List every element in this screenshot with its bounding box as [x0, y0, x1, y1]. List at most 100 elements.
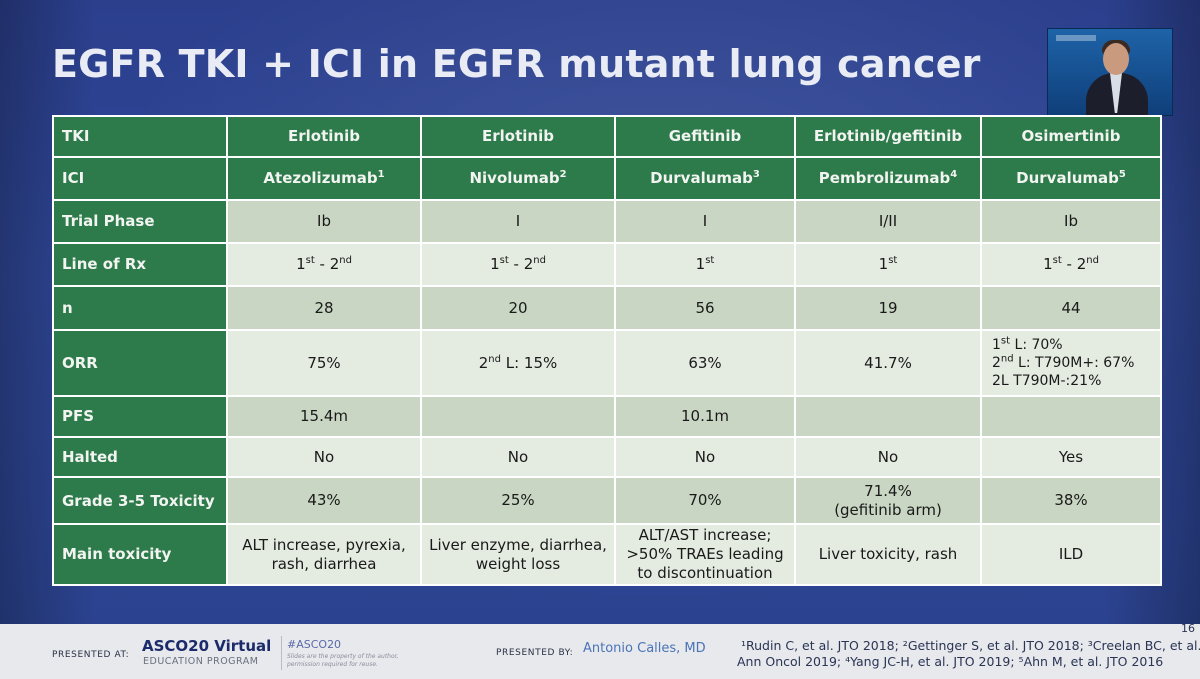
- page-number: 16: [1181, 622, 1195, 635]
- row-pfs: PFS 15.4m 10.1m: [52, 395, 1162, 438]
- orr-line: 2nd L: T790M+: 67%: [992, 353, 1135, 371]
- ici-name: Nivolumab: [469, 169, 560, 187]
- video-logo: [1056, 35, 1096, 41]
- presenter-video-thumbnail: [1047, 28, 1173, 116]
- line-cell: 1st - 2nd: [980, 242, 1162, 287]
- ici-cell: Atezolizumab1: [226, 156, 422, 201]
- ici-ref: 3: [752, 169, 760, 180]
- grade-cell: 25%: [420, 476, 616, 525]
- row-label-ici: ICI: [52, 156, 228, 201]
- row-label-line: Line of Rx: [52, 242, 228, 287]
- presented-by-label: PRESENTED BY:: [496, 648, 574, 658]
- references-line: Ann Oncol 2019; ⁴Yang JC-H, et al. JTO 2…: [737, 654, 1164, 669]
- ici-ref: 1: [377, 169, 385, 180]
- main-tox-cell: ALT increase, pyrexia, rash, diarrhea: [226, 523, 422, 586]
- orr-cell: 75%: [226, 329, 422, 397]
- pfs-cell: [980, 395, 1162, 438]
- pfs-cell: [794, 395, 982, 438]
- phase-cell: I: [420, 199, 616, 244]
- halted-cell: No: [226, 436, 422, 478]
- hashtag: #ASCO20: [287, 638, 342, 651]
- tki-cell: Erlotinib/gefitinib: [794, 115, 982, 158]
- pfs-cell: 10.1m: [614, 395, 796, 438]
- n-cell: 56: [614, 285, 796, 331]
- line-cell: 1st - 2nd: [420, 242, 616, 287]
- grade-cell: 38%: [980, 476, 1162, 525]
- ici-name: Atezolizumab: [263, 169, 378, 187]
- ordinal-suffix: st: [705, 255, 715, 266]
- halted-cell: Yes: [980, 436, 1162, 478]
- ici-cell: Durvalumab3: [614, 156, 796, 201]
- n-cell: 44: [980, 285, 1162, 331]
- ici-cell: Durvalumab5: [980, 156, 1162, 201]
- row-grade: Grade 3-5 Toxicity 43% 25% 70% 71.4% (ge…: [52, 476, 1162, 525]
- presenter-name: Antonio Calles, MD: [583, 641, 706, 656]
- ici-cell: Nivolumab2: [420, 156, 616, 201]
- education-program-text: EDUCATION PROGRAM: [143, 656, 259, 667]
- row-main-toxicity: Main toxicity ALT increase, pyrexia, ras…: [52, 523, 1162, 586]
- row-n: n 28 20 56 19 44: [52, 285, 1162, 331]
- grade-cell: 70%: [614, 476, 796, 525]
- references-line: ¹Rudin C, et al. JTO 2018; ²Gettinger S,…: [741, 638, 1200, 653]
- n-cell: 28: [226, 285, 422, 331]
- line-cell: 1st - 2nd: [226, 242, 422, 287]
- trials-table: TKI Erlotinib Erlotinib Gefitinib Erloti…: [52, 115, 1162, 586]
- row-halted: Halted No No No No Yes: [52, 436, 1162, 478]
- pfs-cell: [420, 395, 616, 438]
- tki-cell: Erlotinib: [420, 115, 616, 158]
- n-cell: 20: [420, 285, 616, 331]
- line-cell: 1st: [794, 242, 982, 287]
- row-phase: Trial Phase Ib I I I/II Ib: [52, 199, 1162, 244]
- ordinal-suffix: nd: [533, 255, 546, 266]
- orr-line: 2L T790M-:21%: [992, 373, 1102, 389]
- ordinal-suffix: nd: [1086, 255, 1099, 266]
- row-line: Line of Rx 1st - 2nd 1st - 2nd 1st 1st 1…: [52, 242, 1162, 287]
- ici-name: Pembrolizumab: [818, 169, 951, 187]
- phase-cell: Ib: [980, 199, 1162, 244]
- main-tox-cell: Liver toxicity, rash: [794, 523, 982, 586]
- row-tki: TKI Erlotinib Erlotinib Gefitinib Erloti…: [52, 115, 1162, 158]
- orr-line: 1st L: 70%: [992, 335, 1063, 353]
- row-orr: ORR 75% 2nd L: 15% 63% 41.7% 1st L: 70% …: [52, 329, 1162, 397]
- pfs-cell: 15.4m: [226, 395, 422, 438]
- ici-cell: Pembrolizumab4: [794, 156, 982, 201]
- ici-name: Durvalumab: [1016, 169, 1119, 187]
- row-label-phase: Trial Phase: [52, 199, 228, 244]
- grade-value: 71.4%: [864, 481, 912, 500]
- halted-cell: No: [614, 436, 796, 478]
- halted-cell: No: [420, 436, 616, 478]
- grade-note: (gefitinib arm): [834, 500, 942, 519]
- ordinal-suffix: st: [888, 255, 898, 266]
- grade-cell: 71.4% (gefitinib arm): [794, 476, 982, 525]
- orr-cell: 63%: [614, 329, 796, 397]
- asco-logo-text: ASCO20 Virtual: [142, 637, 272, 655]
- row-label-orr: ORR: [52, 329, 228, 397]
- slide-title: EGFR TKI + ICI in EGFR mutant lung cance…: [52, 42, 981, 86]
- ici-name: Durvalumab: [650, 169, 753, 187]
- row-label-tki: TKI: [52, 115, 228, 158]
- ordinal-suffix: nd: [488, 353, 501, 365]
- row-label-pfs: PFS: [52, 395, 228, 438]
- main-tox-cell: ALT/AST increase; >50% TRAEs leading to …: [614, 523, 796, 586]
- halted-cell: No: [794, 436, 982, 478]
- row-label-halted: Halted: [52, 436, 228, 478]
- orr-cell: 1st L: 70% 2nd L: T790M+: 67% 2L T790M-:…: [980, 329, 1162, 397]
- copyright-note: Slides are the property of the author,: [287, 653, 399, 660]
- grade-cell: 43%: [226, 476, 422, 525]
- ordinal-suffix: nd: [339, 255, 352, 266]
- row-label-main-toxicity: Main toxicity: [52, 523, 228, 586]
- slide-footer: [0, 624, 1200, 679]
- line-cell: 1st: [614, 242, 796, 287]
- presenter-head: [1103, 43, 1129, 75]
- tki-cell: Gefitinib: [614, 115, 796, 158]
- phase-cell: Ib: [226, 199, 422, 244]
- n-cell: 19: [794, 285, 982, 331]
- presented-at-label: PRESENTED AT:: [52, 650, 130, 660]
- main-tox-cell: Liver enzyme, diarrhea, weight loss: [420, 523, 616, 586]
- tki-cell: Erlotinib: [226, 115, 422, 158]
- row-label-n: n: [52, 285, 228, 331]
- orr-cell: 41.7%: [794, 329, 982, 397]
- row-label-grade: Grade 3-5 Toxicity: [52, 476, 228, 525]
- main-tox-cell: ILD: [980, 523, 1162, 586]
- ici-ref: 2: [559, 169, 567, 180]
